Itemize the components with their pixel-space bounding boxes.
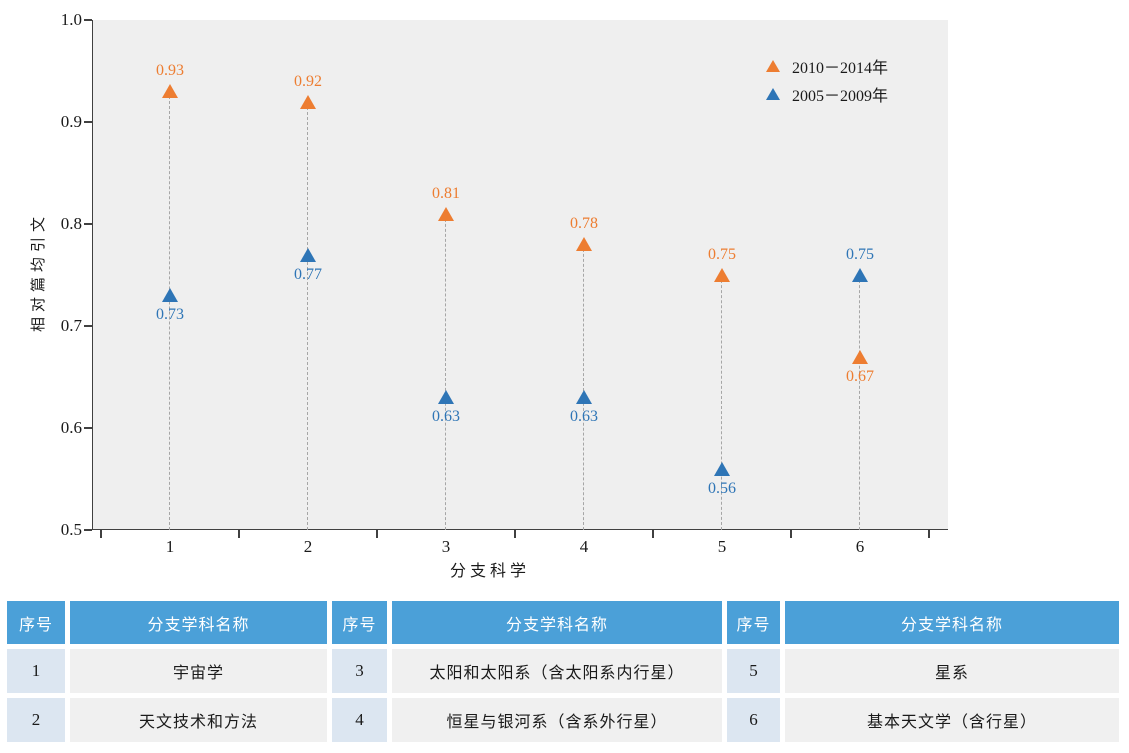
data-point-label: 0.77 (294, 265, 322, 283)
data-point-label: 0.67 (846, 367, 874, 385)
data-point-label: 0.73 (156, 306, 184, 324)
data-point-label: 0.92 (294, 72, 322, 90)
data-point-label: 0.56 (708, 479, 736, 497)
guide-dashed-line (859, 275, 861, 530)
table-header-name: 分支学科名称 (392, 601, 722, 644)
data-point-label: 0.63 (432, 408, 460, 426)
data-point-label: 0.75 (708, 246, 736, 263)
citation-scatter-chart: 相对篇均引文 分支科学 2010－2014年 2005－2009年 0.5 0.6… (31, 10, 948, 580)
plot-area (92, 20, 948, 530)
y-axis-title: 相对篇均引文 (31, 212, 47, 333)
x-tick-label: 1 (165, 537, 175, 556)
y-axis-tick (84, 121, 92, 123)
y-axis-tick (84, 325, 92, 327)
x-axis-tick (238, 530, 240, 538)
table-header-name: 分支学科名称 (70, 601, 327, 644)
data-point-marker (437, 206, 454, 221)
data-point-marker (713, 461, 730, 476)
data-point-marker (851, 268, 868, 282)
legend-entry: 2010－2014年 (766, 52, 888, 80)
data-point-label: 0.81 (432, 184, 460, 202)
guide-dashed-line (445, 213, 447, 530)
y-tick-label: 1.0 (60, 10, 82, 29)
y-axis-tick (84, 529, 92, 531)
x-axis-tick (928, 530, 930, 538)
y-tick-label: 0.9 (60, 112, 82, 131)
data-point-marker (161, 84, 178, 99)
data-point-label: 0.75 (846, 246, 874, 263)
table-cell-name: 太阳和太阳系（含太阳系内行星） (392, 649, 722, 693)
x-tick-label: 5 (717, 537, 727, 556)
discipline-reference-table: 序号 分支学科名称 序号 分支学科名称 序号 分支学科名称 1 宇宙学 3 太阳… (7, 601, 1119, 742)
x-axis-tick (100, 530, 102, 538)
data-point-label: 0.78 (570, 215, 598, 233)
table-cell-no: 3 (332, 649, 387, 693)
table-header-name: 分支学科名称 (785, 601, 1119, 644)
guide-dashed-line (721, 275, 723, 530)
data-point-label: 0.93 (156, 62, 184, 80)
data-point-marker (713, 268, 730, 282)
table-cell-name: 星系 (785, 649, 1119, 693)
x-axis-title: 分支科学 (449, 563, 530, 580)
data-point-marker (851, 349, 868, 364)
table-header-no: 序号 (332, 601, 387, 644)
triangle-marker-icon (766, 60, 780, 72)
x-axis-tick (652, 530, 654, 538)
x-tick-label: 6 (855, 537, 865, 556)
legend-label: 2005－2009年 (792, 88, 889, 105)
guide-dashed-line (307, 101, 309, 530)
data-point-label: 0.63 (570, 408, 598, 426)
data-point-marker (161, 288, 178, 303)
y-tick-label: 0.5 (60, 520, 82, 539)
data-point-marker (299, 247, 316, 262)
table-cell-no: 1 (7, 649, 65, 693)
table-cell-no: 2 (7, 698, 65, 742)
x-tick-label: 3 (441, 537, 451, 556)
x-axis-tick (790, 530, 792, 538)
table-cell-name: 天文技术和方法 (70, 698, 327, 742)
x-axis-tick (376, 530, 378, 538)
data-point-marker (299, 94, 316, 109)
data-point-marker (437, 390, 454, 405)
y-axis-tick (84, 223, 92, 225)
table-cell-no: 6 (727, 698, 780, 742)
y-tick-label: 0.6 (60, 418, 82, 437)
y-tick-label: 0.8 (60, 214, 82, 233)
table-cell-name: 宇宙学 (70, 649, 327, 693)
table-cell-name: 恒星与银河系（含系外行星） (392, 698, 722, 742)
data-point-marker (575, 390, 592, 405)
y-axis-tick (84, 427, 92, 429)
triangle-marker-icon (766, 88, 780, 100)
table-cell-no: 4 (332, 698, 387, 742)
x-tick-label: 2 (303, 537, 313, 556)
table-header-no: 序号 (7, 601, 65, 644)
legend-entry: 2005－2009年 (766, 80, 888, 108)
y-tick-label: 0.7 (60, 316, 82, 335)
y-axis-tick (84, 19, 92, 21)
legend-label: 2010－2014年 (792, 60, 889, 77)
table-cell-name: 基本天文学（含行星） (785, 698, 1119, 742)
x-axis-tick (514, 530, 516, 538)
guide-dashed-line (583, 244, 585, 530)
chart-legend: 2010－2014年 2005－2009年 (766, 52, 888, 108)
x-tick-label: 4 (579, 537, 589, 556)
table-cell-no: 5 (727, 649, 780, 693)
table-header-no: 序号 (727, 601, 780, 644)
data-point-marker (575, 237, 592, 252)
guide-dashed-line (169, 91, 171, 530)
